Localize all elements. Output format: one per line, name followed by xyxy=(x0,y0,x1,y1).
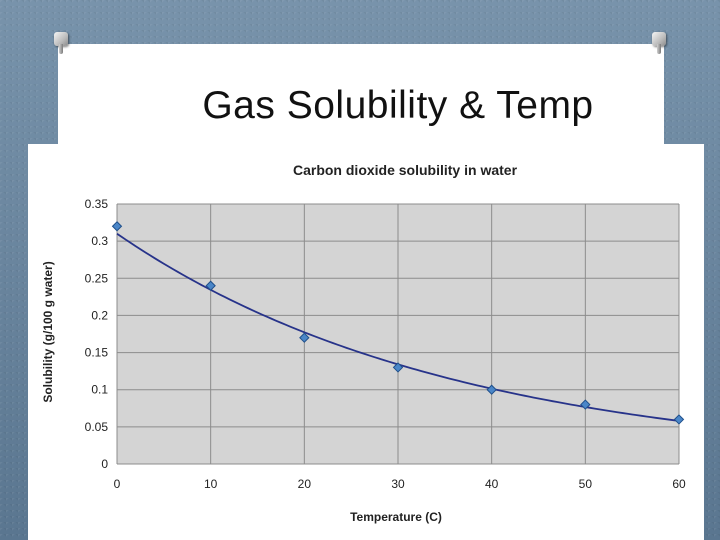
x-tick-label: 50 xyxy=(579,477,593,491)
y-tick-label: 0.15 xyxy=(85,346,109,360)
x-axis-label: Temperature (C) xyxy=(350,510,442,524)
y-axis-ticks: 0 0.05 0.1 0.15 0.2 0.25 0.3 0.35 xyxy=(85,197,109,471)
y-tick-label: 0.2 xyxy=(91,308,108,322)
data-point xyxy=(673,414,685,425)
title-card: Gas Solubility & Temp xyxy=(58,44,664,148)
x-tick-label: 30 xyxy=(391,477,405,491)
data-point xyxy=(486,384,497,395)
pushpin-left-icon xyxy=(52,32,70,54)
y-tick-label: 0.05 xyxy=(85,420,109,434)
chart-title: Carbon dioxide solubility in water xyxy=(293,162,518,178)
pushpin-right-icon xyxy=(650,32,668,54)
x-tick-label: 20 xyxy=(298,477,312,491)
data-point xyxy=(580,399,591,410)
y-tick-label: 0.1 xyxy=(91,383,108,397)
x-tick-label: 40 xyxy=(485,477,499,491)
data-point xyxy=(299,332,310,343)
y-tick-label: 0.3 xyxy=(91,234,108,248)
slide-title: Gas Solubility & Temp xyxy=(202,84,594,127)
y-tick-label: 0.25 xyxy=(85,271,109,285)
chart-card: Carbon dioxide solubility in water 0 0.05… xyxy=(28,144,704,540)
y-tick-label: 0 xyxy=(101,457,108,471)
y-tick-label: 0.35 xyxy=(85,197,109,211)
data-point xyxy=(111,221,123,232)
x-axis-ticks: 0 10 20 30 40 50 60 xyxy=(114,477,686,491)
data-point xyxy=(392,362,404,373)
data-point xyxy=(205,280,216,291)
x-tick-label: 60 xyxy=(672,477,686,491)
co2-solubility-chart: Carbon dioxide solubility in water 0 0.05… xyxy=(41,162,686,524)
data-points xyxy=(111,221,685,425)
y-axis-label: Solubility (g/100 g water) xyxy=(41,261,55,402)
x-tick-label: 0 xyxy=(114,477,121,491)
x-tick-label: 10 xyxy=(204,477,218,491)
